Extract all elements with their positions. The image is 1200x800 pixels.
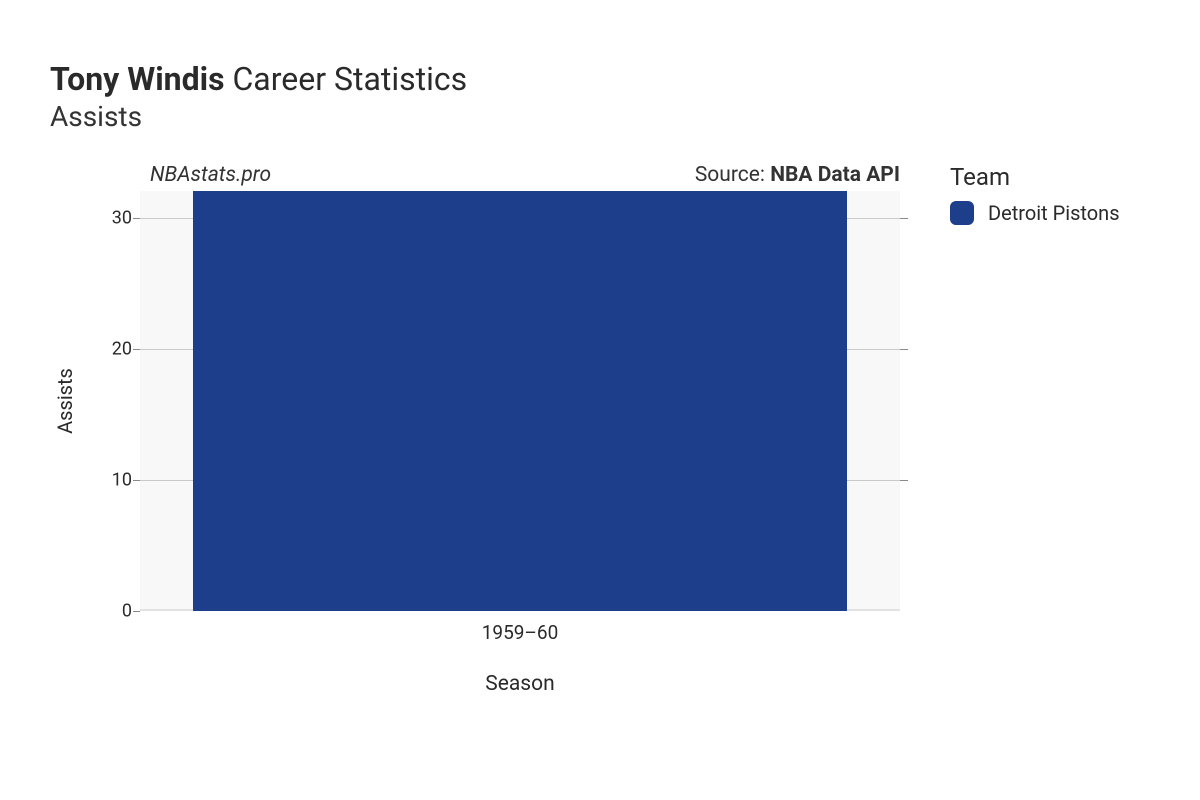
y-tick-mark bbox=[133, 349, 140, 350]
y-axis-label: Assists bbox=[53, 369, 77, 435]
x-axis-label: Season bbox=[140, 672, 900, 696]
y-axis-label-wrap: Assists bbox=[50, 191, 80, 611]
legend-items: Detroit Pistons bbox=[950, 201, 1120, 225]
source-text: Source: NBA Data API bbox=[695, 163, 900, 187]
chart-annotations: NBAstats.pro Source: NBA Data API bbox=[140, 163, 900, 191]
title-block: Tony Windis Career Statistics Assists bbox=[50, 60, 1150, 133]
subtitle: Assists bbox=[50, 100, 1150, 133]
legend-item: Detroit Pistons bbox=[950, 201, 1120, 225]
title-rest: Career Statistics bbox=[225, 60, 468, 98]
source-name: NBA Data API bbox=[770, 163, 900, 187]
chart-container: Tony Windis Career Statistics Assists NB… bbox=[0, 0, 1200, 800]
legend: Team Detroit Pistons bbox=[950, 163, 1120, 225]
y-tick-label: 20 bbox=[112, 338, 132, 359]
legend-title: Team bbox=[950, 163, 1120, 191]
x-axis: 1959–60 Season bbox=[140, 621, 900, 696]
y-tick-mark bbox=[133, 611, 140, 612]
chart-row: NBAstats.pro Source: NBA Data API Assist… bbox=[50, 163, 1150, 696]
plot-outer: Assists 0102030 bbox=[50, 191, 920, 611]
y-tick-right bbox=[900, 218, 908, 219]
source-prefix: Source: bbox=[695, 163, 770, 187]
y-tick-right bbox=[900, 480, 908, 481]
chart-wrap: NBAstats.pro Source: NBA Data API Assist… bbox=[50, 163, 920, 696]
x-tick-labels: 1959–60 bbox=[140, 621, 900, 644]
y-tick-mark bbox=[133, 480, 140, 481]
y-tick-label: 10 bbox=[112, 470, 132, 491]
bar bbox=[193, 191, 847, 611]
y-tick-label: 0 bbox=[122, 601, 132, 622]
watermark-text: NBAstats.pro bbox=[150, 163, 271, 187]
y-tick-mark bbox=[133, 218, 140, 219]
y-tick-label: 30 bbox=[112, 207, 132, 228]
y-tick-right bbox=[900, 349, 908, 350]
plot-area bbox=[140, 191, 900, 611]
legend-swatch bbox=[950, 201, 974, 225]
y-axis: 0102030 bbox=[80, 191, 140, 611]
title-line: Tony Windis Career Statistics bbox=[50, 60, 1150, 98]
title-player-name: Tony Windis bbox=[50, 60, 225, 98]
legend-label: Detroit Pistons bbox=[988, 201, 1120, 225]
